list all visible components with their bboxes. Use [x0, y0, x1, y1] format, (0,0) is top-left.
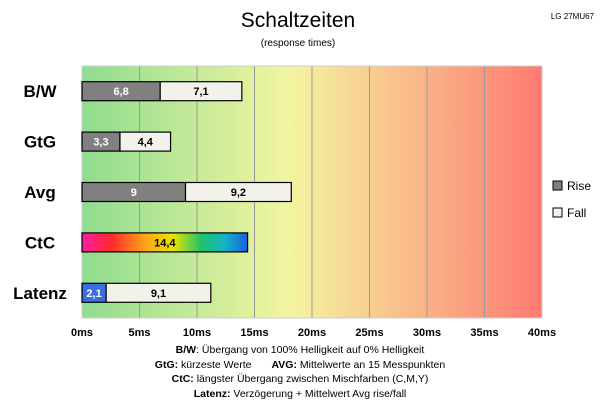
x-tick-label: 15ms: [240, 327, 268, 339]
legend-label-rise: Rise: [567, 179, 591, 193]
legend: Rise Fall: [552, 179, 591, 220]
x-tick-label: 25ms: [355, 327, 383, 339]
note-bw-text: : Übergang von 100% Helligkeit auf 0% He…: [196, 344, 425, 356]
note-bw: B/W: Übergang von 100% Helligkeit auf 0%…: [0, 343, 600, 358]
bar-value-label: 2,1: [86, 288, 101, 300]
note-gtg-avg: GtG: kürzeste Werte AVG: Mittelwerte an 1…: [0, 358, 600, 373]
note-ctc: CtC: längster Übergang zwischen Mischfar…: [0, 372, 600, 387]
category-label: Latenz: [13, 284, 67, 303]
bar-value-label: 9: [131, 187, 137, 199]
note-bw-key: B/W: [175, 344, 197, 356]
monitor-label: LG 27MU67: [551, 12, 595, 21]
bar-value-label: 9,2: [231, 187, 246, 199]
category-label: B/W: [23, 82, 57, 101]
bar-value-label: 6,8: [113, 86, 128, 98]
category-label: GtG: [24, 133, 56, 152]
x-tick-label: 0ms: [71, 327, 93, 339]
bar-fall: [119, 131, 172, 152]
x-tick-labels: 0ms 5ms 10ms 15ms 20ms 25ms 30ms 35ms 40ms: [71, 327, 556, 339]
category-labels: B/W GtG Avg CtC Latenz: [13, 82, 67, 303]
bar-fall: [159, 81, 243, 102]
bar-latenz-avg: [105, 282, 212, 303]
bars: 6,8 7,1 3,3 4,4 9 9,2 14,4 2,1 9,1: [81, 81, 292, 303]
note-gtg-text: kürzeste Werte: [178, 358, 252, 371]
note-ctc-text: längster Übergang zwischen Mischfarben (…: [193, 373, 429, 385]
note-latenz-text: Verzögerung + Mittelwert Avg rise/fall: [230, 387, 407, 400]
bar-value-label: 3,3: [93, 137, 108, 149]
note-ctc-key: CtC:: [171, 373, 194, 385]
x-tick-label: 40ms: [528, 327, 556, 339]
note-avg-key: AVG:: [271, 358, 297, 371]
note-latenz-key: Latenz:: [193, 387, 231, 400]
legend-notes: B/W: Übergang von 100% Helligkeit auf 0%…: [0, 343, 600, 401]
chart-title: Schaltzeiten: [241, 9, 355, 32]
legend-swatch-fall: [552, 207, 563, 218]
category-label: Avg: [24, 183, 56, 202]
x-tick-label: 30ms: [413, 327, 441, 339]
bar-ctc: [81, 232, 249, 253]
bar-value-label: 14,4: [154, 237, 176, 249]
note-gtg-key: GtG:: [154, 358, 179, 371]
bar-value-label: 4,4: [138, 137, 154, 149]
bar-value-label: 9,1: [151, 288, 166, 300]
x-tick-label: 20ms: [298, 327, 326, 339]
bar-fall: [184, 181, 292, 203]
x-tick-label: 10ms: [183, 327, 211, 339]
note-avg-text: Mittelwerte an 15 Messpunkten: [296, 358, 446, 371]
legend-label-fall: Fall: [567, 206, 586, 220]
category-label: CtC: [25, 233, 55, 252]
legend-swatch-rise: [552, 180, 563, 191]
x-tick-label: 5ms: [128, 327, 150, 339]
chart-subtitle: (response times): [261, 38, 335, 49]
bar-value-label: 7,1: [193, 86, 208, 98]
note-latenz: Latenz: Verzögerung + Mittelwert Avg ris…: [0, 387, 600, 402]
x-tick-label: 35ms: [470, 327, 498, 339]
